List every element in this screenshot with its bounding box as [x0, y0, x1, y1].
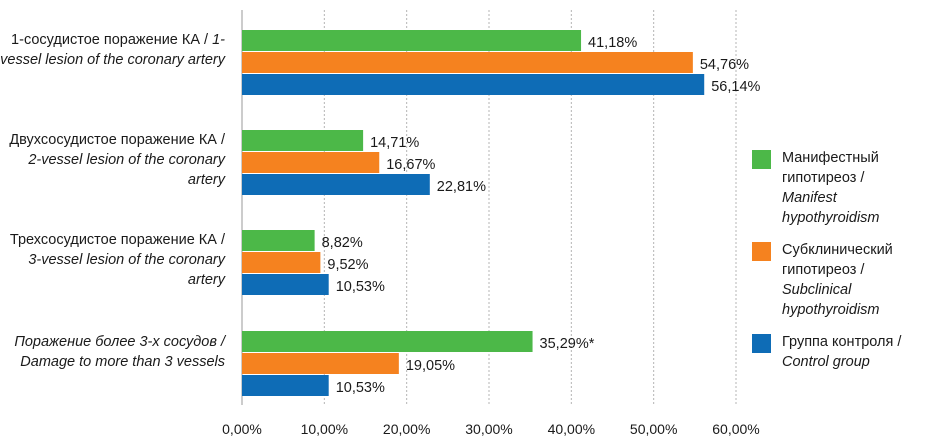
data-label: 10,53% — [336, 279, 385, 295]
category-label: Двухсосудистое поражение КА / 2-vessel l… — [0, 130, 225, 190]
x-tick-label: 40,00% — [548, 421, 595, 437]
x-tick-label: 50,00% — [630, 421, 677, 437]
category-label-en: 3-vessel lesion of the coronary artery — [28, 252, 225, 288]
data-label: 54,76% — [700, 57, 749, 73]
bar — [242, 74, 705, 95]
legend-label-ru: Субклинический гипотиреоз / — [782, 242, 893, 278]
category-label-en: Damage to more than 3 vessels — [20, 354, 225, 370]
legend: Манифестный гипотиреоз / Manifest hypothy… — [752, 148, 927, 384]
legend-item: Манифестный гипотиреоз / Manifest hypothy… — [752, 148, 927, 228]
bar — [242, 252, 321, 273]
data-label: 14,71% — [370, 135, 419, 151]
legend-label-en: Manifest hypothyroidism — [782, 190, 880, 226]
x-tick-label: 10,00% — [301, 421, 348, 437]
legend-item: Субклинический гипотиреоз / Subclinical h… — [752, 240, 927, 320]
data-label: 35,29%* — [540, 336, 595, 352]
data-label: 9,52% — [327, 257, 368, 273]
x-tick-label: 20,00% — [383, 421, 430, 437]
legend-label-ru: Манифестный гипотиреоз / — [782, 150, 879, 186]
legend-swatch — [752, 334, 771, 353]
data-label: 8,82% — [322, 235, 363, 251]
legend-label-ru: Группа контроля / — [782, 334, 902, 350]
legend-label-en: Subclinical hypothyroidism — [782, 282, 880, 318]
legend-item: Группа контроля / Control group — [752, 332, 927, 372]
bar — [242, 274, 329, 295]
bar — [242, 375, 329, 396]
bar — [242, 353, 399, 374]
data-label: 56,14% — [711, 79, 760, 95]
legend-swatch — [752, 150, 771, 169]
legend-label-en: Control group — [782, 354, 870, 370]
category-label-ru: Трехсосудистое поражение КА / — [9, 232, 225, 248]
x-tick-label: 30,00% — [465, 421, 512, 437]
category-label-ru: Поражение более 3-х сосудов / — [14, 334, 225, 350]
data-label: 19,05% — [406, 358, 455, 374]
data-label: 22,81% — [437, 179, 486, 195]
category-label-ru: Двухсосудистое поражение КА / — [9, 132, 225, 148]
x-tick-label: 60,00% — [712, 421, 759, 437]
bar — [242, 130, 364, 151]
data-label: 41,18% — [588, 35, 637, 51]
x-tick-label: 0,00% — [222, 421, 262, 437]
data-label: 16,67% — [386, 157, 435, 173]
category-label: 1-сосудистое поражение КА / 1-vessel les… — [0, 30, 225, 70]
category-label-en: 2-vessel lesion of the coronary artery — [28, 152, 225, 188]
category-label-ru: 1-сосудистое поражение КА / — [11, 32, 213, 48]
bar — [242, 30, 582, 51]
bar — [242, 174, 430, 195]
category-label-en: 1-vessel lesion of the coronary artery — [0, 32, 225, 68]
bar — [242, 230, 315, 251]
bar — [242, 152, 380, 173]
category-label: Трехсосудистое поражение КА / 3-vessel l… — [0, 230, 225, 290]
bar — [242, 331, 533, 352]
legend-swatch — [752, 242, 771, 261]
category-label: Поражение более 3-х сосудов / Damage to … — [0, 332, 225, 372]
bar — [242, 52, 693, 73]
data-label: 10,53% — [336, 380, 385, 396]
